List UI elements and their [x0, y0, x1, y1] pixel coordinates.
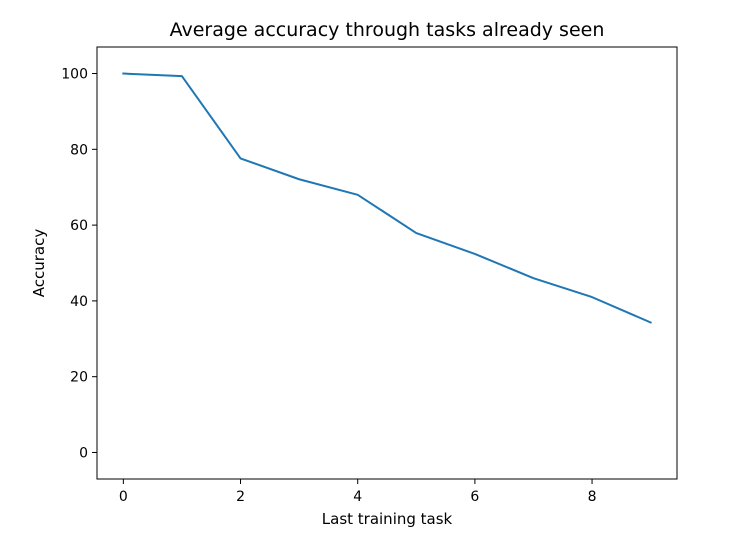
- x-axis: 0 2 4 6 8: [119, 479, 597, 505]
- series-layer: [122, 72, 652, 324]
- y-tick-label: 20: [70, 370, 88, 386]
- series-line: [122, 72, 652, 324]
- x-axis-label: Last training task: [322, 510, 453, 528]
- y-tick-label: 60: [70, 218, 88, 234]
- y-tick-label: 40: [70, 294, 88, 310]
- y-axis: 0 20 40 60 80 100: [61, 67, 97, 461]
- x-tick-label: 6: [470, 489, 479, 505]
- x-tick-label: 4: [353, 489, 362, 505]
- chart-title: Average accuracy through tasks already s…: [170, 19, 605, 41]
- x-tick-label: 0: [119, 489, 128, 505]
- y-axis-label: Accuracy: [30, 229, 48, 298]
- x-tick-label: 2: [236, 489, 245, 505]
- y-tick-label: 100: [61, 67, 88, 83]
- plot-frame: [96, 46, 678, 480]
- x-tick-label: 8: [588, 489, 597, 505]
- y-tick-label: 0: [79, 445, 88, 461]
- y-tick-label: 80: [70, 142, 88, 158]
